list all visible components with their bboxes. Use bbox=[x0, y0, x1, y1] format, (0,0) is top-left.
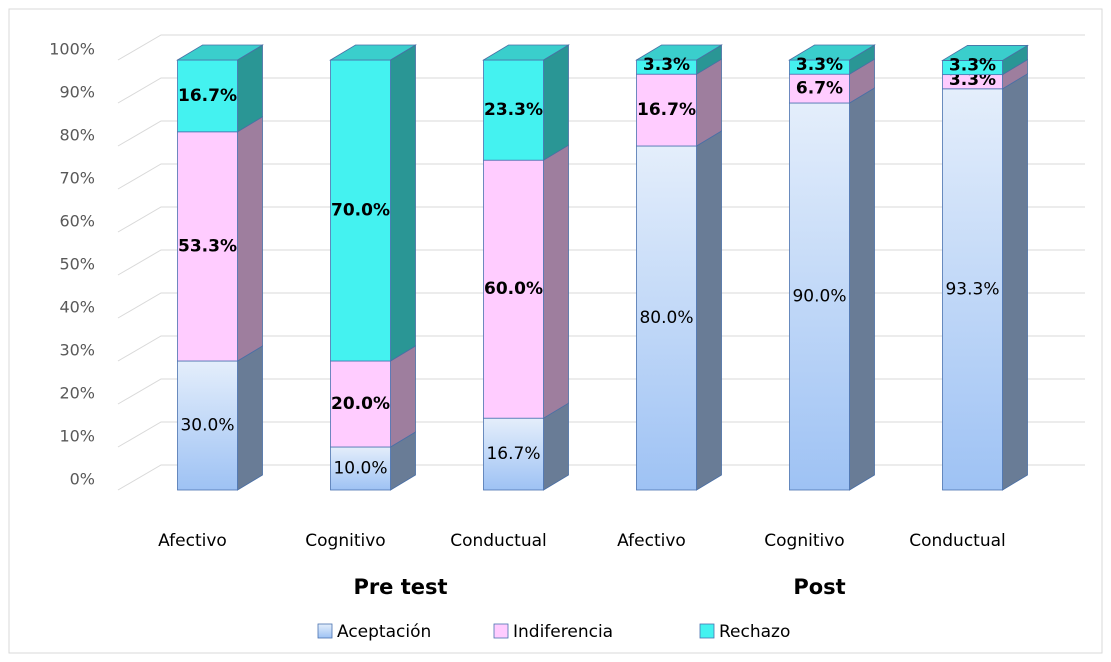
bar bbox=[177, 360, 238, 491]
grid-line bbox=[117, 464, 1085, 491]
bar-side bbox=[237, 345, 263, 491]
legend-label: Rechazo bbox=[719, 622, 790, 642]
x-tick-label: Afectivo bbox=[158, 531, 227, 551]
bar bbox=[177, 131, 238, 362]
y-tick-label: 90% bbox=[59, 83, 95, 102]
group-label: Post bbox=[793, 575, 845, 599]
legend-label: Aceptación bbox=[337, 622, 431, 642]
y-tick-label: 0% bbox=[70, 470, 95, 489]
legend-label: Indiferencia bbox=[513, 622, 613, 642]
y-tick-label: 20% bbox=[59, 384, 95, 403]
y-tick-label: 60% bbox=[59, 212, 95, 231]
bar bbox=[483, 59, 544, 161]
data-label: 23.3% bbox=[484, 100, 543, 120]
data-label: 20.0% bbox=[331, 394, 390, 414]
bar-side bbox=[390, 44, 416, 362]
data-label: 60.0% bbox=[484, 279, 543, 299]
legend-swatch bbox=[699, 623, 715, 639]
data-label: 16.7% bbox=[178, 86, 237, 106]
bar bbox=[789, 73, 850, 104]
grid-line bbox=[117, 206, 1085, 233]
bar-top bbox=[329, 44, 417, 61]
bar bbox=[942, 88, 1003, 491]
x-tick-label: Cognitivo bbox=[764, 531, 844, 551]
data-label: 3.3% bbox=[796, 55, 843, 75]
bar-side bbox=[849, 87, 875, 491]
x-tick-label: Cognitivo bbox=[305, 531, 385, 551]
grid-line bbox=[117, 77, 1085, 104]
bar-side bbox=[1002, 73, 1028, 491]
y-tick-label: 50% bbox=[59, 255, 95, 274]
y-tick-label: 70% bbox=[59, 169, 95, 188]
data-label: 30.0% bbox=[180, 416, 234, 436]
data-label: 70.0% bbox=[331, 201, 390, 221]
grid-line bbox=[117, 249, 1085, 276]
bar bbox=[636, 73, 697, 147]
legend-swatch bbox=[493, 623, 509, 639]
grid-line bbox=[117, 378, 1085, 405]
data-label: 16.7% bbox=[486, 444, 540, 464]
bar-top bbox=[788, 44, 876, 61]
data-label: 10.0% bbox=[333, 459, 387, 479]
grid-line bbox=[117, 421, 1085, 448]
bar bbox=[789, 102, 850, 491]
bar bbox=[483, 159, 544, 419]
bar-top bbox=[482, 44, 570, 61]
y-tick-label: 10% bbox=[59, 427, 95, 446]
bar bbox=[330, 360, 391, 448]
bar bbox=[636, 145, 697, 491]
x-tick-label: Afectivo bbox=[617, 531, 686, 551]
data-label: 3.3% bbox=[643, 55, 690, 75]
bar-side bbox=[390, 345, 416, 448]
bar-side bbox=[696, 130, 722, 491]
x-tick-label: Conductual bbox=[909, 531, 1006, 551]
x-tick-label: Conductual bbox=[450, 531, 547, 551]
grid-line bbox=[117, 335, 1085, 362]
y-tick-label: 100% bbox=[49, 40, 95, 59]
y-tick-label: 40% bbox=[59, 298, 95, 317]
y-tick-label: 30% bbox=[59, 341, 95, 360]
bar-top bbox=[941, 45, 1029, 61]
grid-line bbox=[117, 34, 1085, 61]
legend-swatch bbox=[317, 623, 333, 639]
data-label: 3.3% bbox=[949, 56, 996, 76]
bar bbox=[330, 59, 391, 362]
y-tick-label: 80% bbox=[59, 126, 95, 145]
data-label: 6.7% bbox=[796, 79, 843, 99]
data-label: 16.7% bbox=[637, 100, 696, 120]
grid-line bbox=[117, 292, 1085, 319]
bar-top bbox=[635, 44, 723, 61]
bar-side bbox=[543, 44, 569, 161]
grid-line bbox=[117, 120, 1085, 147]
data-label: 90.0% bbox=[792, 287, 846, 307]
data-label: 53.3% bbox=[178, 236, 237, 256]
bar-side bbox=[543, 144, 569, 419]
bar bbox=[483, 417, 544, 491]
bar-side bbox=[237, 116, 263, 362]
group-label: Pre test bbox=[353, 575, 447, 599]
bar-top bbox=[176, 44, 264, 61]
bar bbox=[330, 446, 391, 491]
grid-line bbox=[117, 163, 1085, 190]
data-label: 80.0% bbox=[639, 308, 693, 328]
data-label: 93.3% bbox=[945, 279, 999, 299]
